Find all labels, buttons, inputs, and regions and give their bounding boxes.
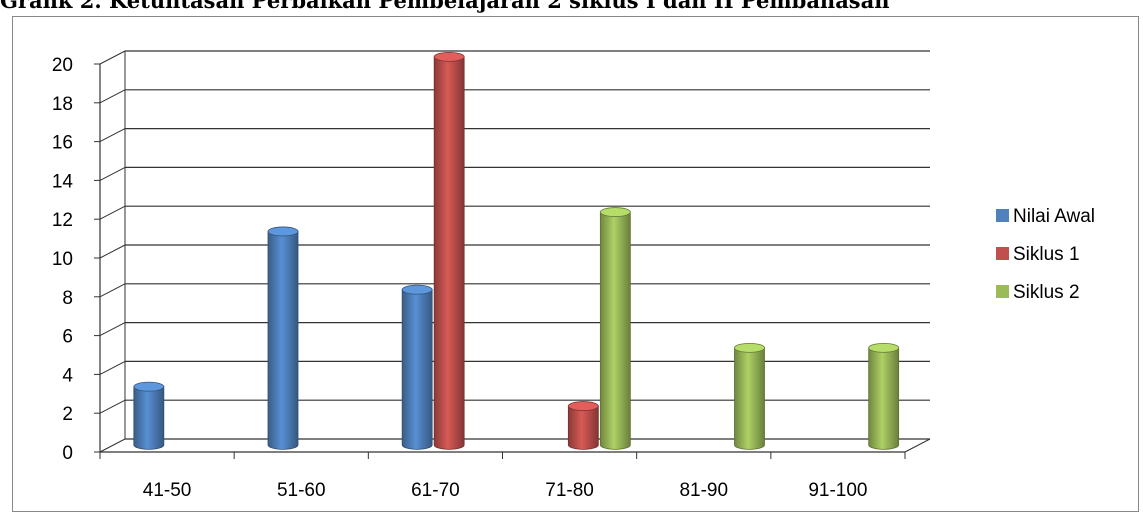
x-axis: 41-50 51-60 61-70 71-80 81-90 91-100 [99,452,906,501]
legend-label: Nilai Awal [1013,206,1095,227]
bar-siklus-1 [567,401,599,450]
bar-nilai-awal [401,284,433,450]
y-tick-label: 6 [62,327,73,348]
gridline-side [99,166,126,181]
bar-body [133,386,165,450]
gridline-side [99,244,126,259]
legend-swatch [996,209,1009,222]
bar-body [567,405,599,450]
y-tick-label: 14 [52,171,74,192]
gridline-side [99,205,126,220]
y-tick-label: 0 [62,443,73,464]
x-tick-label: 61-70 [411,480,460,501]
bar-top [267,226,299,237]
y-tick-label: 18 [52,94,73,115]
gridline-side [99,50,126,65]
x-tick-label: 91-100 [808,480,867,501]
legend-swatch [996,247,1009,260]
gridline-side [99,438,126,453]
bar-top [734,342,765,353]
x-tick-label: 41-50 [143,480,192,501]
legend: Nilai Awal Siklus 1 Siklus 2 [996,206,1095,303]
legend-label: Siklus 2 [1013,282,1080,303]
bar-nilai-awal [133,381,165,450]
bar-body [433,56,465,450]
x-tick-label: 51-60 [277,480,326,501]
x-tick-label: 71-80 [545,480,594,501]
bar-top [868,342,900,353]
y-tick-label: 20 [52,55,73,76]
y-axis: 0 2 4 6 8 10 12 14 16 18 20 [52,55,100,464]
gridline-side [99,322,126,337]
y-tick-label: 10 [52,249,73,270]
y-tick-label: 4 [62,365,73,386]
gridline-side [99,283,126,298]
gridline-side [99,399,126,414]
chart-title: Grafik 2. Ketuntasan Perbaikan Pembelaja… [0,0,890,13]
bar-siklus-2 [734,342,765,450]
bar-siklus-2 [868,342,900,450]
bar-body [734,347,765,450]
gridline-side [99,89,126,104]
legend-swatch [996,285,1009,298]
bar-siklus-2 [599,207,631,450]
y-tick-label: 2 [62,404,73,425]
bar-body [868,347,900,450]
y-tick-label: 8 [62,288,73,309]
bar-top [599,207,631,217]
bar-body [267,231,299,450]
bar-top [433,51,465,62]
gridline-side [99,128,126,143]
floor-edge [904,438,931,453]
gridline-side [99,360,126,375]
bar-top [133,381,165,392]
y-tick-label: 16 [52,133,73,154]
bar-nilai-awal [267,226,299,450]
legend-label: Siklus 1 [1013,244,1080,265]
x-tick-label: 81-90 [679,480,728,501]
gridlines [99,50,931,453]
bar-top [567,401,599,411]
bar-top [401,284,433,295]
bar-body [401,289,433,450]
bar-siklus-1 [433,51,465,450]
bars [133,51,900,450]
y-tick-label: 12 [52,210,73,231]
bar-body [599,211,631,450]
